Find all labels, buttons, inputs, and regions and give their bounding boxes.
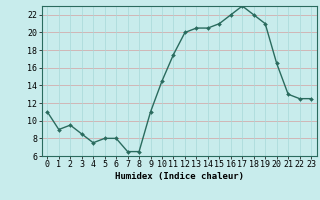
X-axis label: Humidex (Indice chaleur): Humidex (Indice chaleur) (115, 172, 244, 181)
